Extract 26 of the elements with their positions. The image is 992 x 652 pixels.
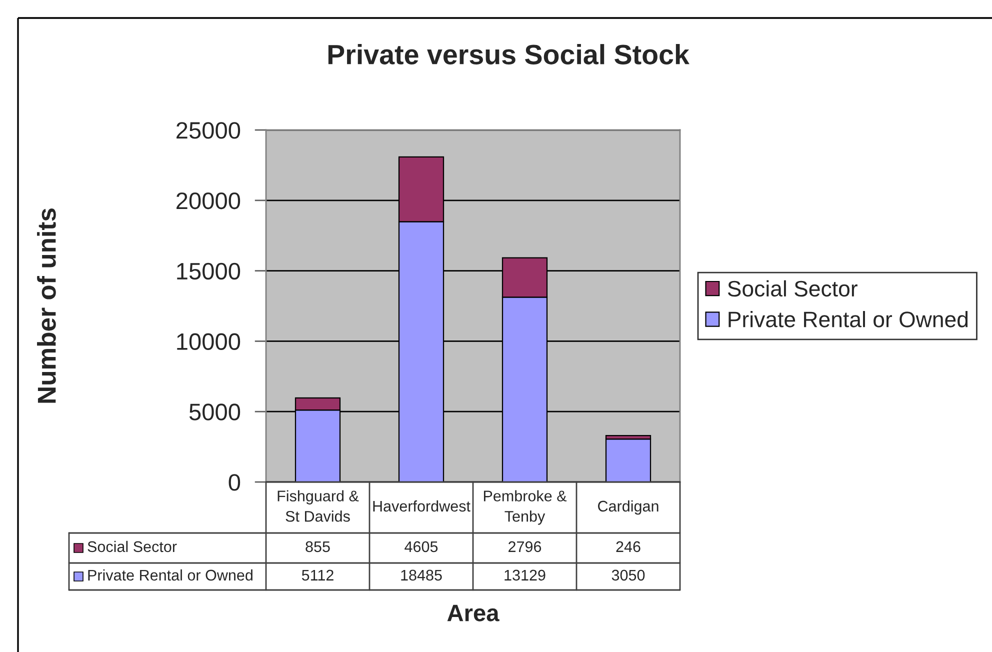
data-label: 4605: [404, 541, 438, 552]
x-tick-label: Fishguard & St Davids: [278, 490, 359, 522]
bar: [605, 438, 652, 482]
data-label: 246: [616, 541, 640, 552]
x-tick-label: Haverfordwest: [373, 500, 470, 512]
data-label: 2796: [508, 541, 542, 552]
text: Private Rental or Owned: [88, 569, 252, 581]
legend-label: Private Rental or Owned: [728, 311, 968, 328]
y-tick-label: 15000: [177, 262, 240, 280]
x-tick-label: Cardigan: [598, 500, 658, 515]
data-label: 3050: [612, 570, 645, 581]
y-tick-label: 25000: [176, 122, 240, 139]
data-label: 855: [306, 541, 330, 552]
y-tick-label: 20000: [176, 192, 240, 210]
y-tick-label: 0: [228, 474, 240, 491]
legend-label: Social Sector: [728, 280, 858, 297]
x-tick-label: Pembroke & Tenby: [484, 490, 567, 525]
data-label: 13129: [504, 570, 546, 581]
x-axis-title: Area: [447, 604, 500, 622]
data-label: 18485: [401, 570, 442, 581]
data-label: 5112: [302, 570, 334, 581]
text: Social Sector: [88, 540, 177, 552]
y-tick-label: 5000: [189, 404, 240, 420]
y-tick-label: 10000: [177, 333, 240, 350]
chart-title: Private versus Social Stock: [328, 44, 690, 64]
y-axis-title: Number of units: [37, 208, 56, 403]
